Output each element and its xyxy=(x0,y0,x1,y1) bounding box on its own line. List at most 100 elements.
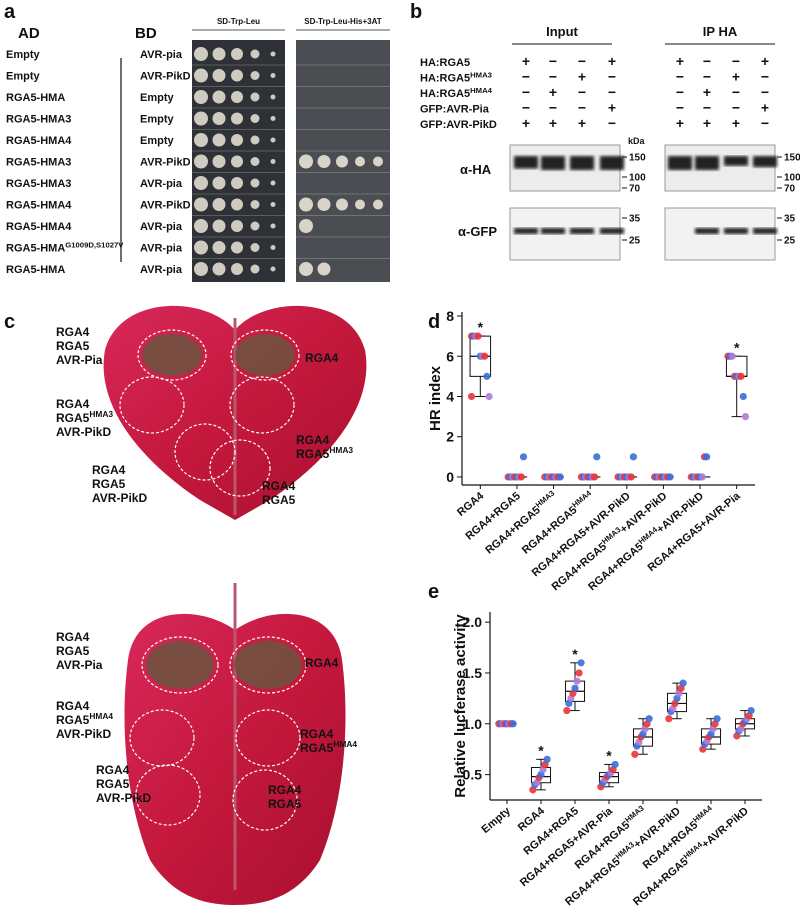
data-point xyxy=(627,473,635,481)
ad-label: RGA5-HMA3 xyxy=(6,178,71,190)
sign: − xyxy=(732,53,740,69)
blot-band xyxy=(541,228,565,234)
y-tick-label: 0 xyxy=(446,469,454,485)
ad-label: RGA5-HMA xyxy=(6,92,65,104)
x-tick-label-part: HMA4 xyxy=(570,488,593,509)
data-point xyxy=(593,453,601,461)
ad-label: RGA5-HMA4 xyxy=(6,200,72,212)
data-point xyxy=(556,473,564,481)
sign: + xyxy=(761,100,769,116)
yeast-spot xyxy=(231,220,243,232)
yeast-spot xyxy=(212,155,226,168)
data-point xyxy=(645,715,653,723)
x-tick-label-part: RGA4+RGA5 xyxy=(563,856,622,909)
bd-label: Empty xyxy=(140,135,175,147)
yeast-spot xyxy=(373,199,383,210)
construct-label: GFP:AVR-PikD xyxy=(420,119,497,131)
sign: − xyxy=(761,69,769,85)
yeast-spot xyxy=(231,48,243,60)
construct-label-part: HMA3 xyxy=(470,70,492,79)
leaf-label-part: HMA4 xyxy=(333,739,357,749)
yeast-spot xyxy=(270,245,276,250)
data-point xyxy=(481,352,489,360)
x-tick-label-part: HMA3 xyxy=(533,488,555,509)
yeast-spot xyxy=(212,112,226,125)
leaf-label: RGA4 xyxy=(56,325,90,339)
yeast-spot xyxy=(250,243,260,252)
yeast-spot xyxy=(212,176,226,190)
yeast-spot xyxy=(250,92,260,102)
yeast-spot xyxy=(212,47,226,61)
yeast-spot xyxy=(317,198,331,211)
infiltration-area xyxy=(229,376,295,434)
leaf-label: AVR-PikD xyxy=(56,425,111,439)
infiltration-area xyxy=(235,709,301,767)
sign: − xyxy=(761,115,769,131)
sign: + xyxy=(578,115,586,131)
blot-band xyxy=(514,156,538,169)
sign: − xyxy=(608,84,616,100)
data-point xyxy=(737,372,745,380)
sign: − xyxy=(578,84,586,100)
bd-label: AVR-pia xyxy=(140,49,183,61)
sign: − xyxy=(522,100,530,116)
x-tick-label-part: HMA4 xyxy=(691,803,714,824)
bd-label: AVR-pia xyxy=(140,243,183,255)
yeast-spot xyxy=(270,159,276,164)
y-tick-label: 0.5 xyxy=(463,767,483,783)
sign: + xyxy=(732,69,740,85)
blot-band xyxy=(514,228,538,234)
yeast-spot xyxy=(194,154,208,169)
y-tick-label: 1.5 xyxy=(463,665,483,681)
antibody-label: α-HA xyxy=(460,162,492,177)
x-tick-label-part: HMA3 xyxy=(623,803,645,824)
leaf-label: RGA4 xyxy=(305,351,339,365)
hr-lesion xyxy=(235,334,295,376)
sign: + xyxy=(608,100,616,116)
hr-lesion xyxy=(146,641,214,689)
infiltration-area xyxy=(129,709,195,767)
sign: + xyxy=(549,84,557,100)
bd-label: AVR-PikD xyxy=(140,71,191,83)
bd-label: AVR-PikD xyxy=(140,157,191,169)
leaf-label: RGA5 xyxy=(56,644,90,658)
yeast-spot xyxy=(299,154,313,169)
leaf-label: RGA5HMA3 xyxy=(56,409,113,425)
yeast-spot xyxy=(250,200,260,209)
leaf-label: RGA4 xyxy=(56,397,90,411)
leaf-label: RGA5HMA3 xyxy=(296,445,353,461)
y-tick-label: 2 xyxy=(446,429,454,445)
ad-label: RGA5-HMA3 xyxy=(6,114,71,126)
construct-label: GFP:AVR-Pia xyxy=(420,104,490,116)
y-tick-label: 6 xyxy=(446,348,454,364)
data-point xyxy=(563,706,571,715)
x-tick-label: Empty xyxy=(479,805,513,836)
data-point xyxy=(483,372,491,380)
blot-band xyxy=(695,228,719,234)
leaf-label: AVR-PikD xyxy=(92,491,147,505)
construct-label: HA:RGA5HMA4 xyxy=(420,86,493,101)
leaf-label-part: HMA3 xyxy=(329,445,353,455)
yeast-spot xyxy=(231,91,243,103)
yeast-spot xyxy=(299,219,313,233)
yeast-spot xyxy=(212,241,226,254)
y-tick-label: 4 xyxy=(446,388,454,404)
leaf-label: RGA5HMA4 xyxy=(300,739,357,755)
yeast-spot xyxy=(250,114,260,123)
yeast-spot xyxy=(299,197,313,212)
leaf-label: RGA5 xyxy=(96,777,130,791)
panel-label: c xyxy=(4,311,15,333)
yeast-spot xyxy=(231,69,243,82)
y-axis-label: HR index xyxy=(427,365,444,431)
yeast-spot xyxy=(373,156,383,167)
yeast-spot xyxy=(212,69,226,82)
yeast-spot xyxy=(231,155,243,168)
construct-label-part: HA:RGA5 xyxy=(420,88,470,100)
data-point xyxy=(631,750,639,758)
yeast-spot xyxy=(317,155,331,168)
yeast-spot xyxy=(270,223,276,229)
leaf-label-part: HMA3 xyxy=(89,409,113,419)
marker-label: 35 xyxy=(629,214,641,225)
ad-label-part: RGA5-HMA xyxy=(6,243,65,255)
medium-label: SD-Trp-Leu xyxy=(217,17,260,26)
